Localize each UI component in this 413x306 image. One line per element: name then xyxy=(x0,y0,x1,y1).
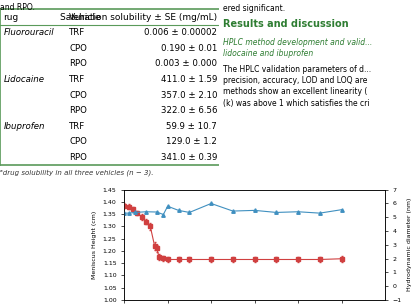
Text: 0.003 ± 0.000: 0.003 ± 0.000 xyxy=(155,59,217,69)
Text: TRF: TRF xyxy=(69,75,85,84)
Text: Vehicle: Vehicle xyxy=(69,13,102,22)
Text: (k) was above 1 which satisfies the cri: (k) was above 1 which satisfies the cri xyxy=(223,99,369,108)
Text: and RPO.: and RPO. xyxy=(0,3,35,12)
Text: 59.9 ± 10.7: 59.9 ± 10.7 xyxy=(166,122,217,131)
Text: CPO: CPO xyxy=(69,44,87,53)
Text: 129.0 ± 1.2: 129.0 ± 1.2 xyxy=(166,137,217,146)
Text: CPO: CPO xyxy=(69,91,87,99)
Text: RPO: RPO xyxy=(69,153,87,162)
Text: RPO: RPO xyxy=(69,106,87,115)
Text: RPO: RPO xyxy=(69,59,87,69)
Y-axis label: Hydrodynamic diameter (nm): Hydrodynamic diameter (nm) xyxy=(406,198,411,292)
Text: 0.190 ± 0.01: 0.190 ± 0.01 xyxy=(161,44,217,53)
Text: HPLC method development and valid...: HPLC method development and valid... xyxy=(223,38,372,47)
Text: 341.0 ± 0.39: 341.0 ± 0.39 xyxy=(161,153,217,162)
Text: TRF: TRF xyxy=(69,122,85,131)
Text: ᵃdrug solubility in all three vehicles (n − 3).: ᵃdrug solubility in all three vehicles (… xyxy=(0,170,153,176)
Text: precision, accuracy, LOD and LOQ are: precision, accuracy, LOD and LOQ are xyxy=(223,76,367,85)
Text: rug: rug xyxy=(3,13,19,22)
Text: Ibuprofen: Ibuprofen xyxy=(3,122,45,131)
Text: methods show an excellent linearity (: methods show an excellent linearity ( xyxy=(223,87,367,96)
Text: 357.0 ± 2.10: 357.0 ± 2.10 xyxy=(160,91,217,99)
Y-axis label: Meniscus Height (cm): Meniscus Height (cm) xyxy=(92,211,97,279)
Text: TRF: TRF xyxy=(69,28,85,37)
Text: Fluorouracil: Fluorouracil xyxy=(3,28,54,37)
Text: Lidocaine: Lidocaine xyxy=(3,75,44,84)
Text: 322.0 ± 6.56: 322.0 ± 6.56 xyxy=(160,106,217,115)
Text: 0.006 ± 0.00002: 0.006 ± 0.00002 xyxy=(144,28,217,37)
Text: ered significant.: ered significant. xyxy=(223,4,285,13)
Text: Saturation solubility ± SE (mg/mL): Saturation solubility ± SE (mg/mL) xyxy=(60,13,217,22)
Text: CPO: CPO xyxy=(69,137,87,146)
Text: Results and discussion: Results and discussion xyxy=(223,19,348,29)
Text: The HPLC validation parameters of d...: The HPLC validation parameters of d... xyxy=(223,65,370,73)
Text: lidocaine and ibuprofen: lidocaine and ibuprofen xyxy=(223,49,313,58)
Text: 411.0 ± 1.59: 411.0 ± 1.59 xyxy=(161,75,217,84)
